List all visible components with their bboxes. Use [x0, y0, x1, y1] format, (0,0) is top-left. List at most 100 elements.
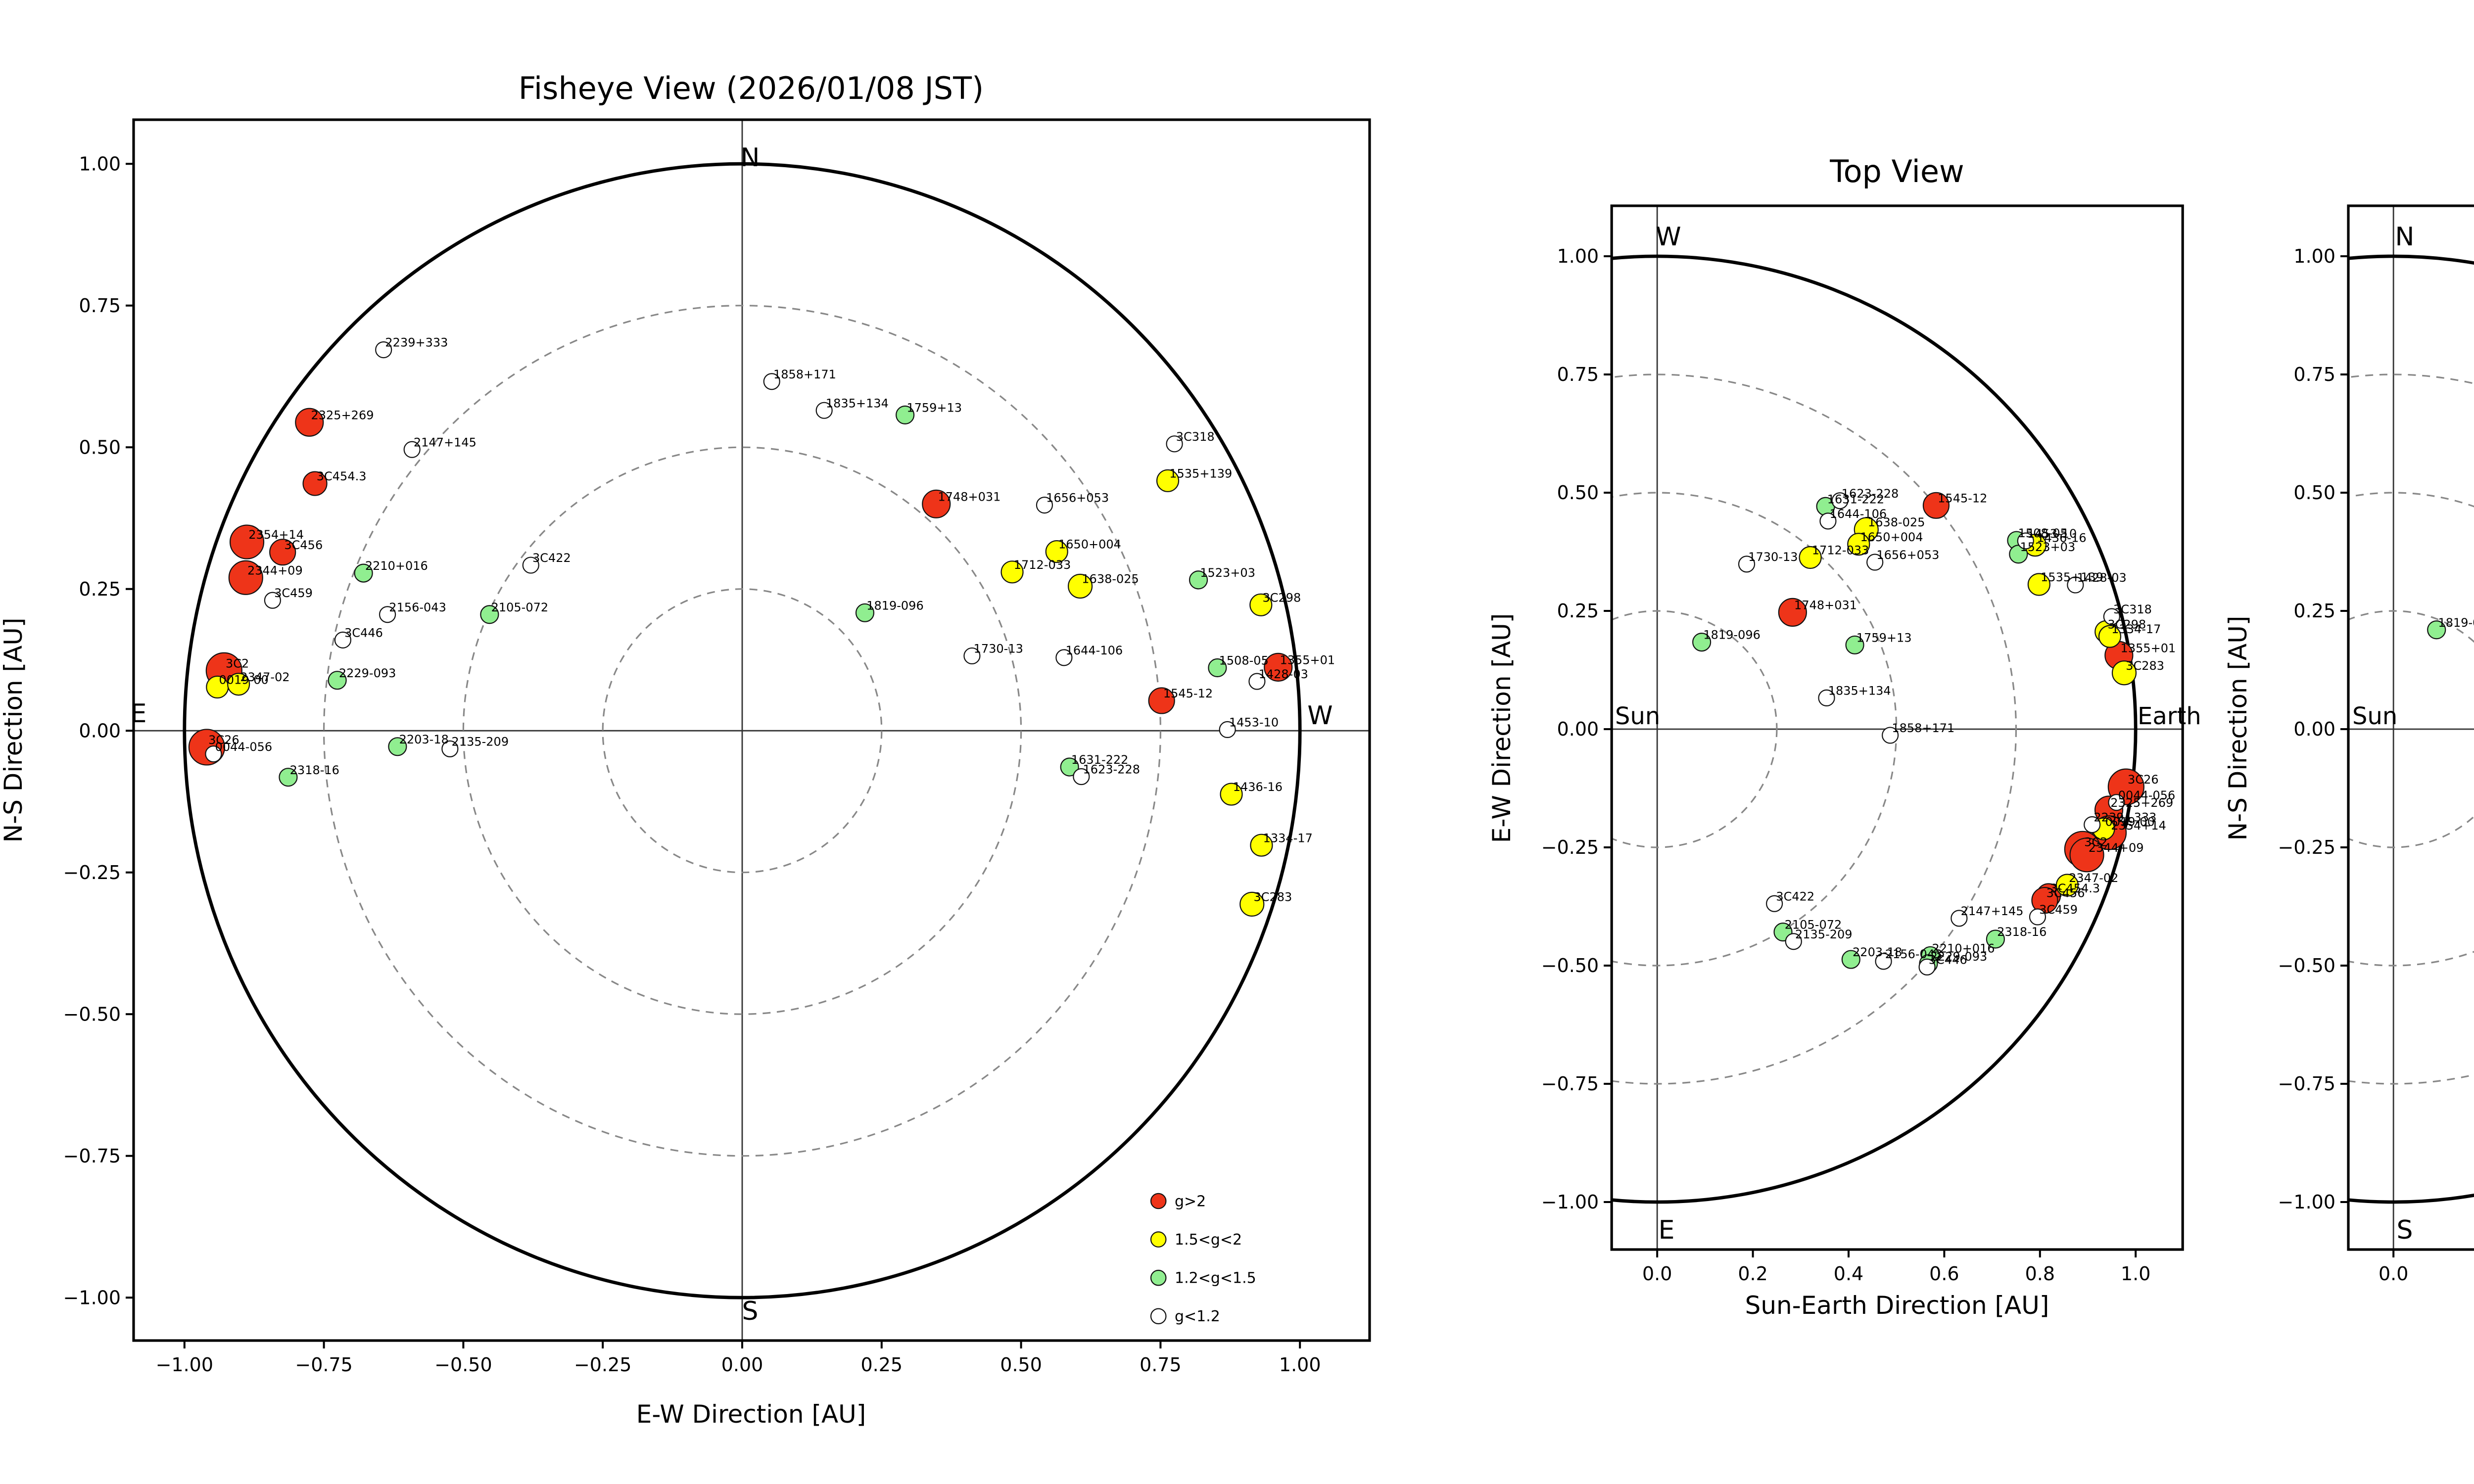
legend-label: 1.2<g<1.5 — [1175, 1270, 1256, 1287]
data-point — [1189, 570, 1208, 590]
data-point — [1000, 560, 1024, 584]
data-point — [388, 737, 407, 756]
data-point-label: 1650+004 — [1058, 538, 1121, 552]
data-point-label: 2147+145 — [1961, 904, 2024, 918]
data-point — [1156, 469, 1180, 492]
x-tick-label: 1.0 — [2121, 1263, 2150, 1285]
fisheye-plot: 2239+3332325+2692147+1453C454.32354+143C… — [63, 118, 1371, 1376]
data-point — [1148, 687, 1175, 714]
data-point-label: 1712-033 — [1014, 558, 1071, 572]
data-point-label: 1656+053 — [1876, 548, 1939, 562]
data-point-label: 1644-106 — [1830, 507, 1887, 521]
y-tick-label: 0.00 — [79, 720, 121, 742]
top-plot-area — [1612, 206, 2183, 1250]
grid-ring — [2348, 610, 2474, 848]
data-point-label: 2229-093 — [1930, 950, 1988, 964]
data-point — [1841, 950, 1860, 969]
x-tick-label: −0.25 — [574, 1354, 631, 1376]
data-point-label: 1748+031 — [1794, 598, 1857, 612]
y-tick-label: −1.00 — [63, 1287, 121, 1308]
data-point-label: 1748+031 — [938, 490, 1000, 504]
annotation-sun: Sun — [2352, 702, 2397, 730]
y-tick-label: −0.25 — [1541, 836, 1599, 858]
data-point-label: 2239+333 — [2093, 811, 2156, 825]
y-tick-label: −1.00 — [1541, 1191, 1599, 1213]
top-point-labels: 1623-2281631-2221644-1061638-0251650+004… — [1703, 487, 2176, 967]
x-tick-label: 0.0 — [2379, 1263, 2408, 1285]
data-point — [1778, 598, 1807, 627]
data-point-label: 2105-072 — [1785, 918, 1842, 932]
data-point-label: 1819-096 — [2438, 616, 2474, 630]
x-tick-label: 0.25 — [860, 1354, 903, 1376]
annotation-e: E — [1659, 1215, 1675, 1245]
data-point-label: 0019-00 — [2105, 815, 2155, 829]
data-point — [1875, 953, 1892, 970]
data-point-label: 2347-02 — [240, 670, 289, 684]
data-point — [1219, 721, 1236, 739]
data-point-label: 2203-18 — [1853, 945, 1902, 959]
data-point-label: 3C454.3 — [317, 469, 367, 483]
data-point-label: 3C298 — [2107, 618, 2146, 632]
data-point-label: 2354+14 — [248, 528, 304, 542]
unit-circle — [183, 162, 1302, 1299]
data-point-label: 3C456 — [2046, 886, 2085, 900]
x-tick-label: 0.75 — [1140, 1354, 1182, 1376]
data-point-label: 3C26 — [2128, 773, 2159, 787]
grid-ring — [2348, 373, 2474, 1085]
y-tick-label: 0.75 — [79, 295, 121, 317]
annotation-s: S — [2396, 1215, 2413, 1245]
y-tick-label: 0.25 — [79, 578, 121, 600]
top-plot: 1623-2281631-2221644-1061638-0251650+004… — [1541, 204, 2201, 1285]
data-point — [1692, 632, 1712, 652]
data-point — [1818, 689, 1835, 707]
unit-circle — [2348, 254, 2474, 1204]
data-point — [227, 673, 250, 696]
data-point-label: 1355+01 — [1280, 653, 1335, 667]
side-point-labels: 1858+1711835+1341759+131748+0311656+0531… — [2438, 616, 2474, 630]
annotation-sun: Sun — [1615, 702, 1660, 730]
data-point — [379, 606, 396, 623]
data-point-label: 1835+134 — [826, 396, 889, 410]
data-point-label: 3C456 — [284, 538, 323, 552]
annotation-s: S — [742, 1297, 758, 1326]
data-point-label: 1523+03 — [1200, 566, 1255, 580]
data-point-label: 1631-222 — [1827, 492, 1885, 506]
top-view-ylabel: E-W Direction [AU] — [1487, 613, 1516, 843]
data-point-label: 1428-03 — [1259, 667, 1308, 681]
data-point — [1220, 783, 1243, 806]
data-point-label: 3C26 — [208, 733, 239, 747]
grid-ring — [2348, 492, 2474, 967]
data-point — [2017, 532, 2034, 550]
data-point-label: 2347-02 — [2069, 871, 2118, 885]
data-point — [1819, 512, 1837, 530]
data-point — [1986, 929, 2005, 949]
fisheye-panel: Fisheye View (2026/01/08 JST) E-W Direct… — [0, 70, 1371, 1429]
data-point — [815, 402, 833, 419]
data-point — [1248, 673, 1266, 690]
data-point-label: 1508-05 — [2018, 526, 2068, 540]
data-point — [1847, 533, 1870, 556]
data-point — [963, 647, 981, 665]
data-point — [2098, 625, 2122, 648]
data-point-label: 3C459 — [2039, 903, 2078, 917]
data-point — [279, 768, 298, 787]
y-tick-label: 0.75 — [2293, 364, 2335, 385]
y-tick-label: −1.00 — [2278, 1191, 2335, 1213]
grid-ring — [1612, 492, 1898, 967]
data-point-label: 3C318 — [2113, 603, 2152, 616]
axes-box — [1610, 204, 2184, 1251]
grid-ring — [323, 305, 1162, 1157]
data-point-label: 1819-096 — [866, 599, 924, 612]
data-point — [1208, 658, 1227, 678]
data-point — [1067, 573, 1093, 599]
data-point — [354, 563, 373, 583]
annotation-n: N — [2395, 222, 2415, 252]
data-point-label: 2203-18 — [399, 733, 449, 746]
y-tick-label: −0.50 — [63, 1003, 121, 1025]
y-tick-label: −0.75 — [1541, 1073, 1599, 1095]
data-point — [1250, 834, 1273, 857]
legend: g>2 1.5<g<2 1.2<g<1.5 g<1.2 — [1150, 1193, 1256, 1325]
annotation-n: N — [741, 143, 760, 173]
